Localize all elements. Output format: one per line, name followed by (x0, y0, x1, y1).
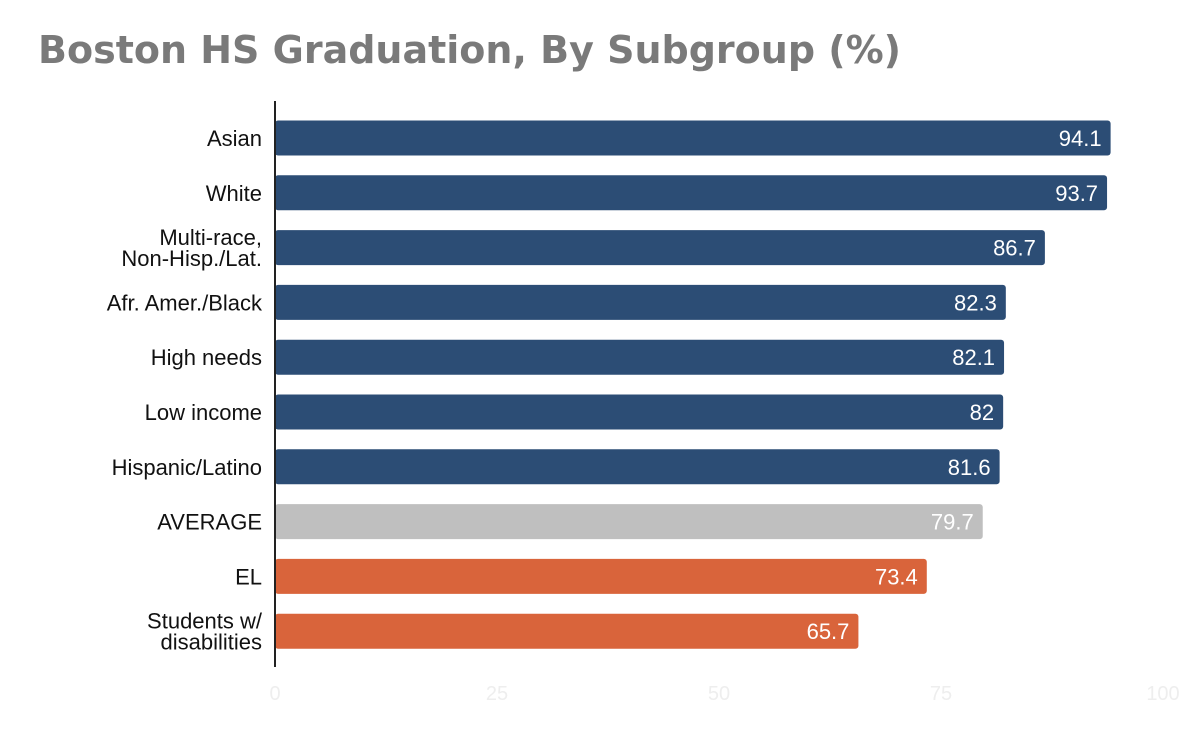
bar (275, 339, 1005, 375)
chart-title: Boston HS Graduation, By Subgroup (%) (38, 28, 902, 72)
bar (275, 120, 1111, 156)
bar (275, 230, 1045, 266)
bar-value-label: 81.6 (948, 455, 991, 480)
bar (275, 175, 1108, 211)
x-tick-label: 50 (708, 683, 730, 705)
bar-value-label: 94.1 (1059, 126, 1102, 151)
bar (275, 504, 983, 540)
bars-layer: 94.1 93.7 86.7 82.3 82.1 82 81.6 79.7 73.4 65.7 (275, 120, 1111, 649)
bar-value-label: 79.7 (931, 510, 974, 535)
bar-value-label: 65.7 (807, 619, 850, 644)
bar-value-label: 82.3 (954, 290, 997, 315)
bar (275, 449, 1000, 485)
bar-value-label: 82.1 (952, 345, 995, 370)
x-tick-label: 0 (269, 683, 280, 705)
category-label: High needs (151, 345, 262, 370)
bar (275, 284, 1006, 320)
x-tick-label: 100 (1146, 683, 1179, 705)
category-label: Hispanic/Latino (112, 455, 262, 480)
category-labels: Asian White Multi-race, Non-Hisp./Lat. Afr. … (107, 126, 263, 655)
bar-value-label: 73.4 (875, 564, 918, 589)
category-label: AVERAGE (157, 510, 262, 535)
x-tick-label: 25 (486, 683, 508, 705)
x-axis-ticks: 0 25 50 75 100 (269, 683, 1179, 705)
bar (275, 394, 1004, 430)
bar-value-label: 86.7 (993, 236, 1036, 261)
category-label: Multi-race, Non-Hisp./Lat. (121, 225, 262, 271)
x-tick-label: 75 (930, 683, 952, 705)
category-label: EL (235, 564, 262, 589)
category-label: White (206, 181, 262, 206)
bar (275, 613, 859, 649)
bar-value-label: 93.7 (1055, 181, 1098, 206)
category-label: Afr. Amer./Black (107, 290, 263, 315)
bar-value-label: 82 (970, 400, 994, 425)
category-label: Students w/disabilities (147, 609, 263, 655)
category-label: Low income (145, 400, 262, 425)
category-label: Asian (207, 126, 262, 151)
bar (275, 558, 927, 594)
